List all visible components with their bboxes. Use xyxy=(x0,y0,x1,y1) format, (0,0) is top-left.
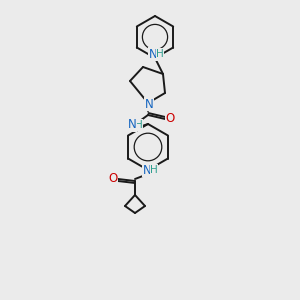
Text: H: H xyxy=(135,120,143,130)
Text: H: H xyxy=(156,49,164,59)
Text: O: O xyxy=(165,112,175,124)
Text: N: N xyxy=(142,164,152,176)
Text: N: N xyxy=(148,47,158,61)
Text: N: N xyxy=(145,98,153,110)
Text: O: O xyxy=(108,172,118,184)
Text: N: N xyxy=(128,118,136,131)
Text: H: H xyxy=(150,165,158,175)
